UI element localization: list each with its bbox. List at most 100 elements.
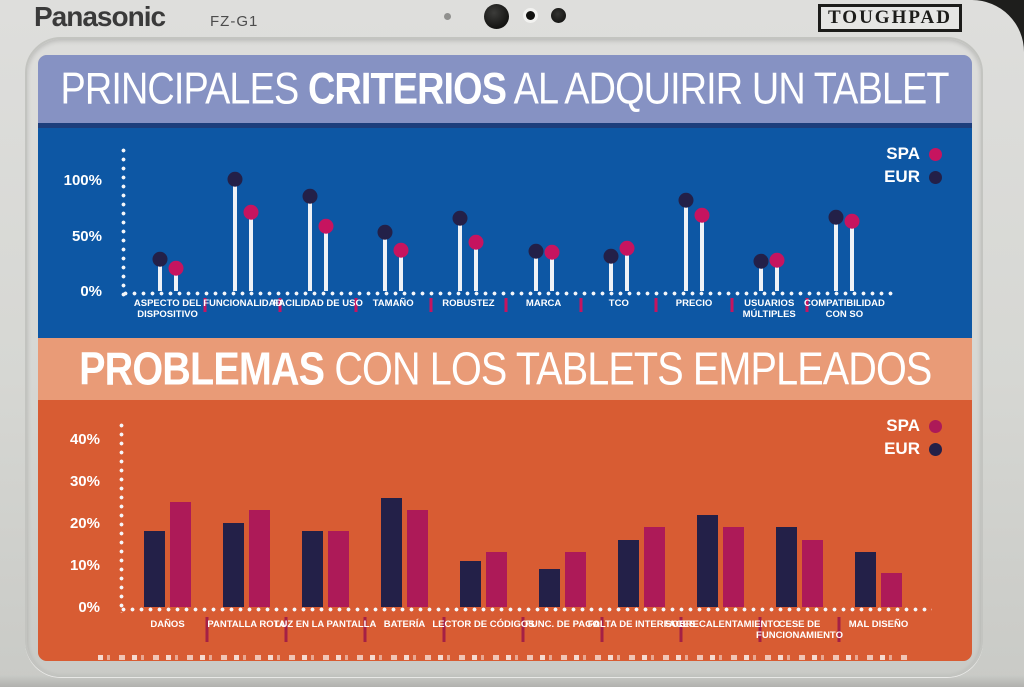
y-axis-tick-label: 0% <box>80 283 102 300</box>
criteria-plot: 100% 50% 0% ASPECTO DEL DISPOSITIVO FUNCION… <box>64 146 896 320</box>
marks <box>280 150 355 291</box>
lollipop-dot-spa <box>844 213 860 229</box>
bar-spa <box>170 502 191 607</box>
criteria-chart-title: PRINCIPALES CRITERIOS AL ADQUIRIR UN TAB… <box>38 55 972 128</box>
y-axis-tick-label: 40% <box>69 431 100 448</box>
y-axis-tick-label: 50% <box>71 227 102 245</box>
cut-off-footnote-text <box>98 655 912 660</box>
lollipop-dot-eur <box>603 248 619 264</box>
category-label: FALTA DE INTERFACES <box>587 619 696 630</box>
category-group: PANTALLA ROTA <box>207 425 286 630</box>
lollipop-dot-eur <box>753 253 769 269</box>
y-axis-tick-label: 0% <box>78 599 100 616</box>
marks <box>839 425 918 607</box>
category-label: LECTOR DE CÓDIGOS <box>432 619 535 630</box>
lollipop-dot-eur <box>452 210 468 226</box>
bar-eur <box>618 539 639 607</box>
lollipop-eur <box>452 210 468 291</box>
legend-row-spa: SPA <box>884 144 942 164</box>
marks <box>523 425 602 607</box>
lollipop-dot-eur <box>152 251 168 267</box>
screen: PRINCIPALES CRITERIOS AL ADQUIRIR UN TAB… <box>38 55 972 661</box>
legend-row-spa: SPA <box>884 416 942 436</box>
lollipop-dot-spa <box>468 235 484 251</box>
lollipop-spa <box>619 240 635 291</box>
legend-label-spa: SPA <box>886 416 920 435</box>
marks <box>130 150 205 291</box>
category-label: LUZ EN LA PANTALLA <box>274 619 377 630</box>
lollipop-spa <box>318 218 334 291</box>
marks <box>807 150 882 291</box>
lollipop-eur <box>302 188 318 291</box>
bar-spa <box>249 510 270 607</box>
y-axis-ticks: 100% 50% 0% <box>58 150 116 300</box>
marks <box>356 150 431 291</box>
marks <box>681 425 760 607</box>
marks <box>431 150 506 291</box>
marks <box>205 150 280 291</box>
category-label: FUNCIONALIDAD <box>203 298 283 309</box>
y-axis-dotted-line <box>121 146 126 297</box>
lollipop-eur <box>603 248 619 291</box>
sensor-dot <box>444 13 451 20</box>
category-group: DAÑOS <box>128 425 207 630</box>
category-group: FALTA DE INTERFACES <box>588 425 695 630</box>
legend-row-eur: EUR <box>884 167 942 187</box>
legend-label-eur: EUR <box>884 439 920 458</box>
category-label: ASPECTO DEL DISPOSITIVO <box>133 298 202 320</box>
lollipop-dot-eur <box>828 209 844 225</box>
problems-groups: DAÑOS PANTALLA ROTA LUZ EN LA PANTALLA BATE… <box>128 425 918 641</box>
bar-eur <box>223 523 244 607</box>
title-segment: CON LOS TABLETS EMPLEADOS <box>323 341 932 395</box>
x-axis-dotted-line <box>119 607 932 612</box>
panasonic-logo: Panasonic <box>34 1 166 32</box>
bar-eur <box>697 514 718 607</box>
title-segment: PRINCIPALES <box>60 63 309 114</box>
lollipop-spa <box>844 213 860 291</box>
spa-dot-icon <box>929 419 942 433</box>
bar-spa <box>407 510 428 607</box>
lollipop-spa <box>694 207 710 291</box>
bar-spa <box>486 552 507 607</box>
criteria-groups: ASPECTO DEL DISPOSITIVO FUNCIONALIDAD FACI… <box>130 150 885 320</box>
marks <box>506 150 581 291</box>
lollipop-eur <box>528 243 544 291</box>
lollipop-eur <box>152 251 168 291</box>
bar-eur <box>381 497 402 607</box>
lollipop-spa <box>544 245 560 291</box>
y-axis-tick-label: 10% <box>69 557 100 574</box>
criteria-legend: SPA EUR <box>884 144 942 187</box>
marks <box>656 150 731 291</box>
category-label: PRECIO <box>675 298 713 309</box>
lollipop-spa <box>468 235 484 291</box>
bezel-bottom-shadow <box>0 675 1024 687</box>
title-segment: AL ADQUIRIR UN TABLET <box>506 63 950 114</box>
lollipop-eur <box>828 209 844 291</box>
y-axis-tick-label: 20% <box>69 515 100 532</box>
y-axis-tick-label: 100% <box>63 172 102 189</box>
y-axis-tick-label: 30% <box>69 473 100 490</box>
problems-plot: 40% 30% 20% 10% 0% DAÑOS PANTALLA ROTA LUZ EN … <box>70 421 932 641</box>
toughpad-badge: TOUGHPAD <box>817 4 962 32</box>
problems-title-text: PROBLEMAS CON LOS TABLETS EMPLEADOS <box>78 341 932 396</box>
category-label: TCO <box>608 298 629 309</box>
marks <box>732 150 807 291</box>
bar-eur <box>776 527 797 607</box>
lollipop-dot-spa <box>544 245 560 261</box>
lollipop-dot-spa <box>318 218 334 234</box>
category-group: TAMAÑO <box>356 150 431 309</box>
lollipop-spa <box>393 242 409 291</box>
lollipop-spa <box>769 252 785 291</box>
lollipop-dot-eur <box>302 188 318 204</box>
led-dot <box>526 11 535 20</box>
category-group: MAL DISEÑO <box>839 425 918 630</box>
category-label: BATERÍA <box>383 619 426 630</box>
title-segment-bold: PROBLEMAS <box>78 341 325 395</box>
category-group: FACILIDAD DE USO <box>273 150 363 309</box>
problems-chart-title: PROBLEMAS CON LOS TABLETS EMPLEADOS <box>38 338 972 400</box>
x-axis-dotted-line <box>121 291 896 296</box>
category-group: USUARIOS MÚLTIPLES <box>732 150 807 320</box>
marks <box>602 425 681 607</box>
lollipop-dot-eur <box>678 192 694 208</box>
category-group: LUZ EN LA PANTALLA <box>275 425 376 630</box>
